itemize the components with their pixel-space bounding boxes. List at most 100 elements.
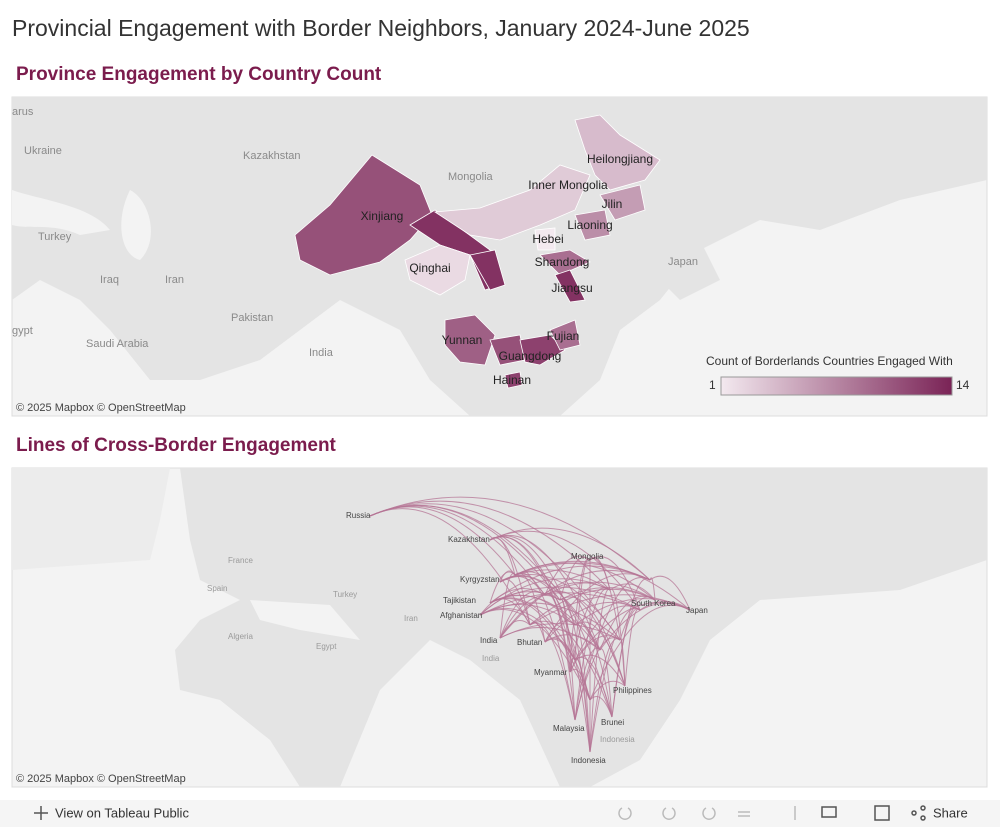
engagement-line (609, 583, 656, 601)
engagement-line (529, 588, 656, 626)
province[interactable] (433, 164, 591, 241)
map-label: Pakistan (231, 312, 273, 324)
country-label: Afghanistan (440, 611, 482, 620)
province-label: Liaoning (567, 218, 612, 232)
country-label: Indonesia (571, 756, 606, 765)
engagement-line (574, 658, 591, 753)
engagement-line (589, 638, 621, 753)
engagement-line (574, 622, 613, 718)
engagement-line (499, 595, 561, 639)
province[interactable] (469, 249, 506, 291)
engagement-line (589, 680, 626, 701)
section-title: Province Engagement by Country Count (16, 64, 382, 85)
engagement-line (569, 656, 576, 673)
engagement-line (609, 588, 626, 687)
country-label: Kazakhstan (448, 535, 490, 544)
province-label: Inner Mongolia (528, 178, 608, 192)
engagement-line (649, 575, 691, 611)
map-label: Iran (165, 274, 184, 286)
engagement-line (514, 560, 691, 611)
province-label: Qinghai (409, 261, 450, 275)
engagement-line (529, 594, 691, 626)
legend-ramp (720, 376, 953, 396)
province[interactable] (404, 244, 471, 296)
province-label: Shandong (535, 255, 590, 269)
toolbar-icons[interactable] (821, 805, 926, 821)
province[interactable] (534, 227, 556, 251)
engagement-line (544, 581, 656, 601)
country-label: Brunei (601, 718, 624, 727)
toolbar-icons[interactable] (618, 806, 796, 820)
country-label: Bhutan (517, 638, 542, 647)
tableau-icon[interactable] (34, 806, 48, 820)
province-label: Yunnan (442, 333, 483, 347)
map-label: Indonesia (600, 735, 635, 744)
engagement-line (559, 596, 626, 687)
map-label: Spain (207, 584, 227, 593)
engagement-line (479, 607, 576, 661)
province-label: Fujian (547, 329, 580, 343)
dashboard-title: Provincial Engagement with Border Neighb… (12, 15, 750, 41)
map-label: Japan (668, 256, 698, 268)
map-label: arus (12, 106, 34, 118)
engagement-line (569, 623, 576, 673)
province-label: Xinjiang (361, 209, 404, 223)
map-label: Saudi Arabia (86, 338, 149, 350)
country-label: Kyrgyzstan (460, 575, 500, 584)
province[interactable] (574, 209, 611, 241)
engagement-line (559, 598, 591, 753)
country-label: Mongolia (571, 552, 604, 561)
province[interactable] (549, 319, 581, 351)
view-on-tableau[interactable]: View on Tableau Public (55, 805, 189, 820)
province[interactable] (519, 334, 566, 366)
province[interactable] (504, 371, 523, 389)
country-label: Malaysia (553, 724, 585, 733)
attribution: © 2025 Mapbox © OpenStreetMap (16, 402, 186, 414)
province[interactable] (599, 184, 646, 221)
engagement-line (649, 577, 656, 601)
engagement-line (589, 557, 611, 591)
map-label: Iraq (100, 274, 119, 286)
land (12, 97, 987, 416)
engagement-line (499, 582, 611, 639)
engagement-line (489, 536, 576, 661)
engagement-line (574, 623, 591, 753)
province-label: Jilin (602, 197, 623, 211)
legend-min: 1 (709, 378, 716, 392)
province-label: Hainan (493, 373, 531, 387)
engagement-line (544, 637, 576, 661)
engagement-line (489, 527, 651, 581)
share[interactable]: Share (933, 805, 968, 820)
engagement-line (574, 601, 691, 661)
country-label: Japan (686, 606, 708, 615)
map-label: India (309, 347, 334, 359)
engagement-line (544, 593, 591, 753)
province-label: Guangdong (499, 349, 562, 363)
engagement-line (569, 605, 641, 673)
engagement-line (544, 590, 626, 687)
province[interactable] (539, 249, 591, 276)
section-title: Lines of Cross-Border Engagement (16, 435, 337, 456)
province[interactable] (574, 114, 661, 191)
province-label: Hebei (532, 232, 563, 246)
map-label: India (482, 654, 500, 663)
map-label: Ukraine (24, 145, 62, 157)
engagement-line (499, 574, 621, 641)
province-label: Heilongjiang (587, 152, 653, 166)
map-label: Kazakhstan (243, 150, 300, 162)
map-label: Algeria (228, 632, 253, 641)
country-label: Tajikistan (443, 596, 476, 605)
province-label: Jiangsu (551, 281, 592, 295)
country-label: Myanmar (534, 668, 568, 677)
engagement-line (489, 530, 641, 611)
province[interactable] (554, 269, 586, 303)
engagement-line (611, 578, 651, 718)
province[interactable] (444, 314, 496, 366)
engagement-line (514, 572, 576, 721)
engagement-line (589, 588, 611, 753)
engagement-line (499, 573, 516, 639)
engagement-line (529, 620, 613, 718)
country-label: South Korea (631, 599, 676, 608)
engagement-line (589, 607, 641, 753)
